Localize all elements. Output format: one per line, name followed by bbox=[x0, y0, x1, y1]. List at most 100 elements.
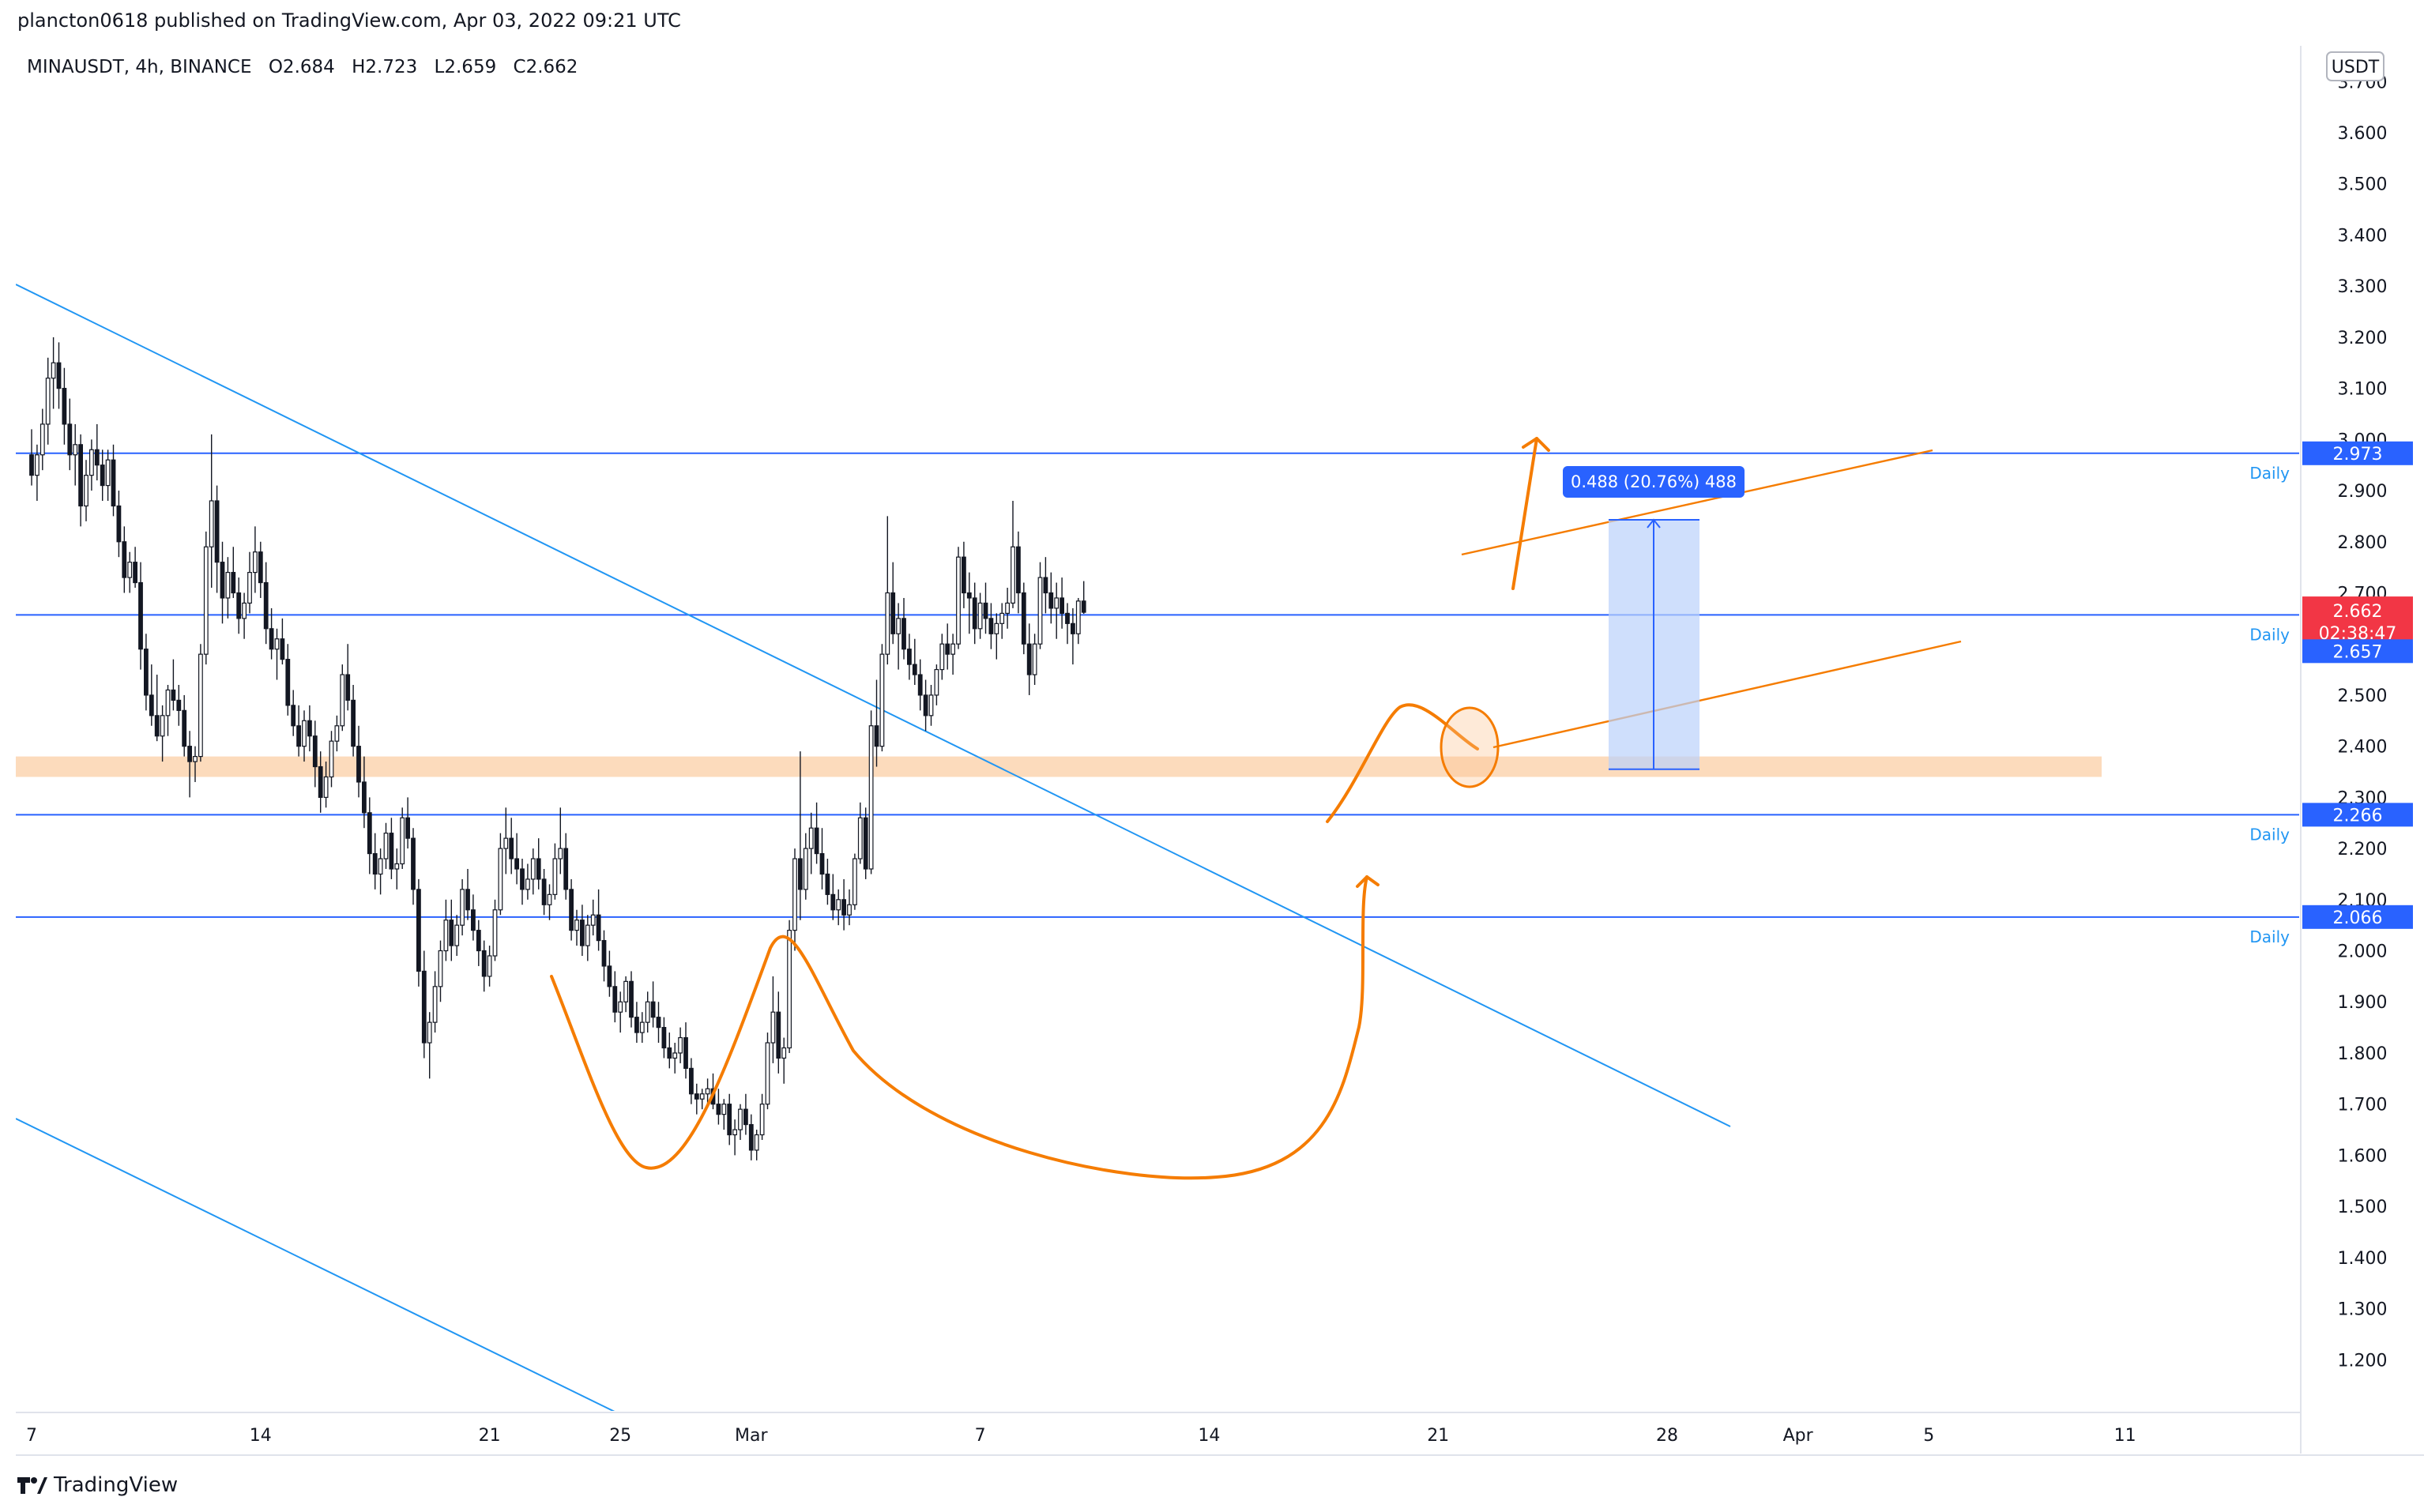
candle bbox=[176, 684, 182, 726]
candle-body-down bbox=[389, 833, 394, 870]
candle-body-up bbox=[454, 924, 460, 946]
candle bbox=[258, 541, 263, 598]
candle-body-up bbox=[242, 602, 247, 619]
candle-body-down bbox=[743, 1108, 748, 1126]
candle bbox=[574, 909, 579, 946]
candle-body-down bbox=[122, 541, 127, 578]
candle-body-down bbox=[1021, 592, 1026, 645]
currency-badge[interactable] bbox=[2326, 51, 2384, 81]
price-axis[interactable]: 3.7003.6003.5003.4003.3003.2003.1003.000… bbox=[2338, 73, 2388, 1371]
candle bbox=[607, 950, 612, 997]
candle bbox=[88, 439, 94, 491]
candle bbox=[634, 1002, 639, 1044]
candle bbox=[514, 833, 519, 885]
candle-body-up bbox=[879, 653, 885, 747]
level-tag-daily: Daily bbox=[2249, 825, 2290, 844]
candle-body-up bbox=[253, 551, 258, 574]
candle bbox=[405, 797, 410, 849]
measure-label: 0.488 (20.76%) 488 bbox=[1571, 472, 1737, 491]
candle bbox=[225, 557, 231, 619]
candle-body-down bbox=[814, 827, 819, 855]
candle bbox=[214, 485, 220, 593]
candle-body-up bbox=[378, 858, 383, 875]
measure-label-bg bbox=[1563, 465, 1745, 498]
candle bbox=[536, 838, 541, 890]
candle-body-up bbox=[639, 1021, 645, 1033]
candle bbox=[503, 807, 509, 874]
price-tick-label: 2.500 bbox=[2338, 686, 2388, 706]
candle bbox=[411, 828, 416, 905]
candle bbox=[487, 946, 492, 987]
candle bbox=[819, 828, 825, 890]
candle-body-down bbox=[220, 562, 225, 599]
candle bbox=[378, 848, 383, 895]
candle bbox=[154, 675, 160, 742]
candle-body-down bbox=[362, 781, 367, 814]
candle bbox=[323, 762, 329, 808]
level-tag-daily: Daily bbox=[2249, 464, 2290, 483]
candle bbox=[797, 751, 803, 920]
levels-layer: Daily Daily Daily Daily bbox=[16, 452, 2299, 946]
candle-body-down bbox=[1015, 546, 1021, 594]
candle bbox=[814, 802, 819, 864]
tradingview-logo[interactable]: TradingView bbox=[16, 1468, 178, 1503]
candle bbox=[569, 878, 574, 941]
candle bbox=[45, 357, 51, 445]
candle-body-down bbox=[481, 950, 487, 977]
candle bbox=[727, 1093, 732, 1145]
candle-body-up bbox=[438, 950, 443, 987]
candle-body-down bbox=[972, 597, 977, 630]
candle bbox=[808, 812, 814, 874]
candle-body-down bbox=[56, 362, 62, 389]
candle bbox=[509, 818, 514, 874]
plot-area[interactable] bbox=[16, 46, 2299, 1411]
candle bbox=[890, 562, 896, 645]
candle-body-up bbox=[45, 378, 51, 425]
candle bbox=[656, 1002, 661, 1044]
candle bbox=[274, 628, 280, 680]
candles-layer bbox=[29, 337, 1086, 1160]
candle bbox=[116, 491, 122, 558]
current-price-tag bbox=[2302, 596, 2413, 646]
candle-body-down bbox=[405, 817, 410, 839]
candle bbox=[716, 1089, 721, 1125]
candle-body-down bbox=[1065, 612, 1070, 624]
candle bbox=[356, 725, 361, 798]
candle bbox=[945, 623, 950, 670]
candle bbox=[678, 1027, 683, 1063]
candle-body-down bbox=[830, 893, 836, 911]
price-tick-label: 3.400 bbox=[2338, 226, 2388, 246]
candle bbox=[144, 634, 149, 711]
candle bbox=[759, 1093, 765, 1140]
candle bbox=[231, 547, 236, 598]
candle-body-down bbox=[514, 858, 519, 870]
candle bbox=[160, 705, 165, 762]
candle-body-down bbox=[536, 858, 541, 880]
candle bbox=[1070, 607, 1075, 665]
candle bbox=[421, 950, 427, 1059]
candle-body-up bbox=[400, 817, 405, 865]
candle bbox=[601, 930, 607, 982]
candle bbox=[111, 444, 116, 517]
candle-body-up bbox=[34, 454, 40, 476]
candle-body-up bbox=[1032, 643, 1037, 675]
candle-body-up bbox=[1037, 577, 1043, 645]
candle bbox=[1043, 557, 1048, 614]
candle bbox=[84, 460, 88, 521]
candle-body-up bbox=[808, 827, 814, 849]
measure-arrow-head bbox=[1647, 518, 1661, 528]
level-price-label: 2.657 bbox=[2333, 642, 2383, 662]
price-tick-label: 2.000 bbox=[2338, 942, 2388, 962]
time-axis[interactable]: 7 14 21 25 Mar 7 14 21 28 Apr 5 11 bbox=[26, 1426, 2136, 1446]
current-price-label: 2.662 bbox=[2333, 602, 2383, 622]
candle-body-up bbox=[672, 1052, 678, 1059]
candle-body-down bbox=[727, 1104, 732, 1136]
candle-body-up bbox=[498, 848, 503, 911]
candle bbox=[460, 878, 465, 936]
measure-layer: 0.488 (20.76%) 488 bbox=[1563, 465, 1745, 770]
level-price-tag bbox=[2302, 639, 2413, 664]
target-arrow-line bbox=[1511, 437, 1538, 590]
support-zone bbox=[16, 756, 2102, 777]
price-tick-label: 1.700 bbox=[2338, 1096, 2388, 1115]
